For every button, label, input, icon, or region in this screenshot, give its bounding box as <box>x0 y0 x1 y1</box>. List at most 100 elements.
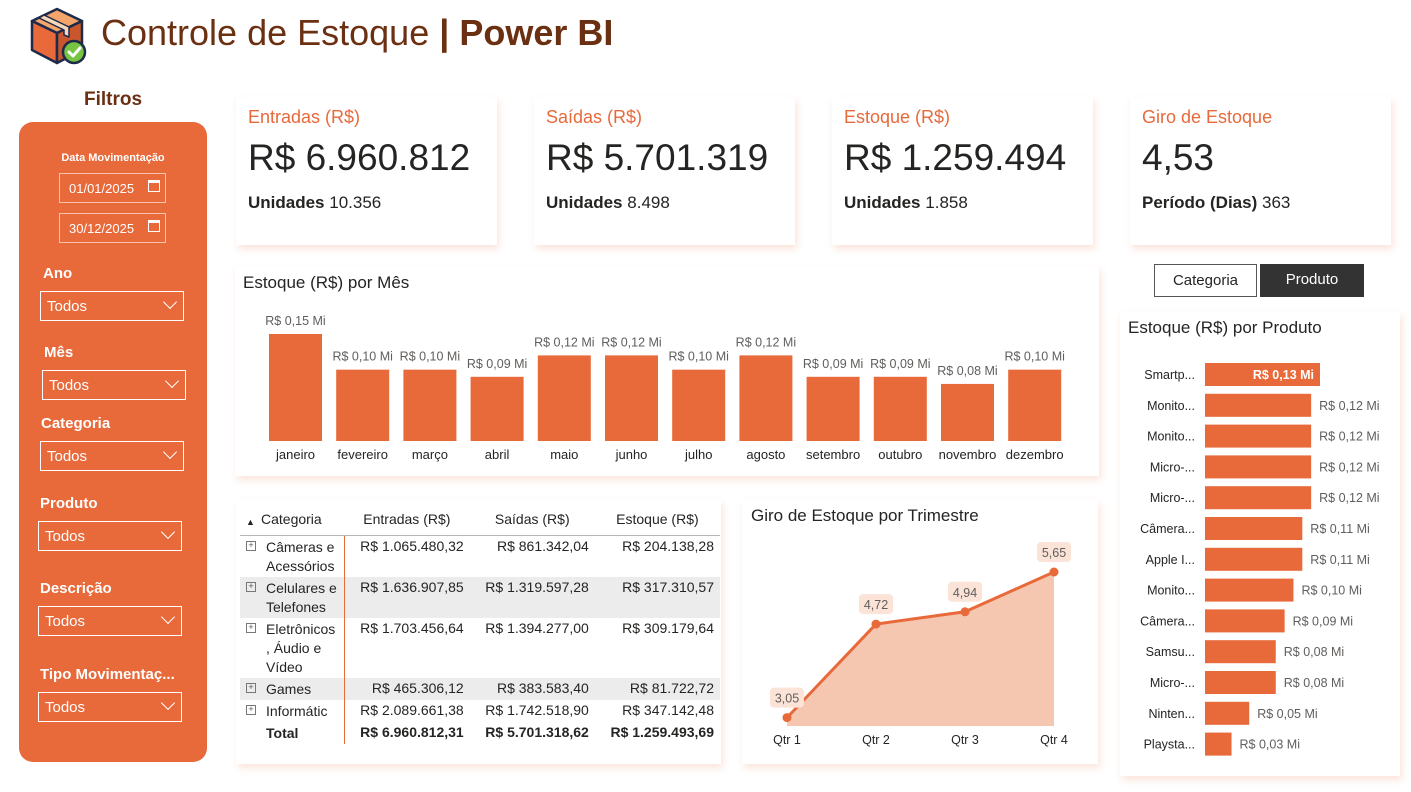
quarterly-point-label: 4,72 <box>864 598 888 612</box>
toggle-produto-button[interactable]: Produto <box>1260 264 1364 297</box>
monthly-bar <box>470 376 524 441</box>
expand-plus-icon[interactable]: + <box>246 682 256 693</box>
expand-plus-icon[interactable]: + <box>246 704 256 715</box>
kpi-sub-value: 1.858 <box>925 193 968 212</box>
column-header-entradas[interactable]: Entradas (R$) <box>344 503 470 536</box>
product-axis-label: Câmera... <box>1140 522 1195 536</box>
product-bar-label: R$ 0,12 Mi <box>1319 430 1379 444</box>
quarterly-area <box>787 572 1054 726</box>
chevron-down-icon <box>164 373 180 389</box>
filter-descricao-label: Descrição <box>40 580 112 597</box>
kpi-title: Entradas (R$) <box>248 107 361 127</box>
product-bar <box>1205 578 1294 602</box>
monthly-chart-title: Estoque (R$) por Mês <box>243 273 410 292</box>
quarterly-axis-label: Qtr 4 <box>1040 733 1068 747</box>
expand-plus-icon[interactable]: + <box>246 622 256 633</box>
quarterly-chart-card: Giro de Estoque por Trimestre 3,05 Qtr 1 4… <box>742 500 1098 764</box>
product-bar-label: R$ 0,05 Mi <box>1257 707 1317 721</box>
table-cell-entradas: R$ 1.065.480,32 <box>360 537 464 554</box>
kpi-card-giro: Giro de Estoque 4,53 Período (Dias) 363 <box>1130 97 1391 245</box>
sort-asc-icon[interactable]: ▲ <box>246 517 255 527</box>
product-bar <box>1205 732 1232 756</box>
title-separator: | <box>439 12 450 53</box>
product-bar <box>1205 517 1303 540</box>
product-bar <box>1205 547 1303 571</box>
product-bar-label: R$ 0,12 Mi <box>1319 491 1379 505</box>
category-name: Eletrônicos , Áudio e Vídeo <box>266 620 336 675</box>
quarterly-label-bg <box>948 581 982 602</box>
table-cell-total-label: Total <box>240 721 345 744</box>
monthly-axis-label: novembro <box>939 447 997 462</box>
quarterly-point-label: 3,05 <box>775 692 799 706</box>
filter-tipo-dropdown[interactable]: Todos <box>38 692 182 722</box>
monthly-bar <box>1008 369 1062 441</box>
product-bar <box>1205 671 1276 694</box>
quarterly-area-chart: 3,05 Qtr 1 4,72 Qtr 2 4,94 Qtr 3 5,65 Qtr 4 <box>770 542 1071 747</box>
column-header-estoque[interactable]: Estoque (R$) <box>594 503 720 536</box>
filter-ano-value: Todos <box>47 298 88 315</box>
product-axis-label: Câmera... <box>1140 614 1195 628</box>
kpi-sub: Período (Dias) 363 <box>1142 193 1290 213</box>
product-bar-label: R$ 0,03 Mi <box>1240 738 1300 752</box>
expand-plus-icon[interactable]: + <box>246 540 256 551</box>
title-light: Controle de Estoque <box>101 12 430 53</box>
table-row: + Games R$ 465.306,12 R$ 383.583,40 R$ 81… <box>240 677 720 700</box>
monthly-bar-label: R$ 0,10 Mi <box>332 350 392 364</box>
product-bar-label: R$ 0,12 Mi <box>1319 460 1379 474</box>
kpi-value: R$ 1.259.494 <box>844 137 1067 178</box>
column-header-label: Categoria <box>261 511 322 528</box>
monthly-bar <box>605 355 658 441</box>
monthly-bar-label: R$ 0,09 Mi <box>870 357 930 371</box>
monthly-bar <box>672 369 726 441</box>
product-axis-label: Monito... <box>1147 584 1195 598</box>
calendar-icon[interactable] <box>148 180 160 192</box>
kpi-title: Estoque (R$) <box>844 107 951 127</box>
calendar-icon[interactable] <box>148 220 160 232</box>
product-axis-label: Playsta... <box>1144 738 1195 752</box>
table-header-row: ▲ Categoria Entradas (R$) Saídas (R$) Es… <box>240 503 720 536</box>
filter-categoria-value: Todos <box>47 448 88 465</box>
table-cell-estoque: R$ 347.142,48 <box>622 701 714 718</box>
column-header-saidas[interactable]: Saídas (R$) <box>469 503 595 536</box>
filter-categoria-dropdown[interactable]: Todos <box>40 441 184 471</box>
filter-ano-dropdown[interactable]: Todos <box>40 291 184 321</box>
toggle-categoria-button[interactable]: Categoria <box>1154 264 1257 297</box>
column-header-categoria[interactable]: ▲ Categoria <box>240 503 344 536</box>
monthly-bar <box>403 369 457 441</box>
kpi-value: R$ 6.960.812 <box>248 137 471 178</box>
filter-produto-dropdown[interactable]: Todos <box>38 521 182 551</box>
product-axis-label: Micro-... <box>1150 491 1195 505</box>
product-bar <box>1205 609 1285 633</box>
quarterly-label-bg <box>1037 542 1071 562</box>
monthly-axis-label: janeiro <box>275 447 315 462</box>
monthly-axis-label: outubro <box>878 447 922 462</box>
monthly-axis-label: fevereiro <box>337 447 388 462</box>
product-bar-chart: Smartp... R$ 0,13 Mi Monito... R$ 0,12 Mi Mo… <box>1140 363 1380 756</box>
filters-title: Filtros <box>83 89 143 110</box>
table-cell-categoria: + Eletrônicos , Áudio e Vídeo <box>240 617 345 678</box>
product-axis-label: Micro-... <box>1150 460 1195 474</box>
product-axis-label: Ninten... <box>1148 707 1195 721</box>
chevron-down-icon <box>162 294 178 310</box>
kpi-sub-value: 10.356 <box>329 193 382 212</box>
filter-descricao-dropdown[interactable]: Todos <box>38 606 182 636</box>
expand-plus-icon[interactable]: + <box>246 581 256 592</box>
chevron-down-icon <box>160 695 176 711</box>
table-cell-entradas: R$ 1.636.907,85 <box>344 576 470 618</box>
kpi-sub: Unidades 1.858 <box>844 193 968 213</box>
table-cell-total-entradas: R$ 6.960.812,31 <box>360 723 464 740</box>
monthly-bar-label: R$ 0,10 Mi <box>668 350 728 364</box>
monthly-chart-card: Estoque (R$) por Mês R$ 0,15 Mi janeiro R$… <box>235 266 1099 476</box>
table-cell-entradas: R$ 1.703.456,64 <box>360 619 464 636</box>
kpi-sub-label: Período (Dias) <box>1142 193 1258 212</box>
date-end-input[interactable]: 30/12/2025 <box>59 213 166 243</box>
monthly-bar <box>269 334 322 441</box>
filter-mes-dropdown[interactable]: Todos <box>42 370 186 400</box>
monthly-bar-label: R$ 0,12 Mi <box>601 335 661 349</box>
table-total-row: Total R$ 6.960.812,31 R$ 5.701.318,62 R$… <box>240 721 720 744</box>
quarterly-point <box>782 713 792 723</box>
date-start-input[interactable]: 01/01/2025 <box>59 173 166 203</box>
table-row: + Informátic R$ 2.089.661,38 R$ 1.742.518… <box>240 699 720 722</box>
quarterly-label-bg <box>859 594 893 615</box>
filter-tipo-label: Tipo Movimentaç... <box>40 666 175 683</box>
